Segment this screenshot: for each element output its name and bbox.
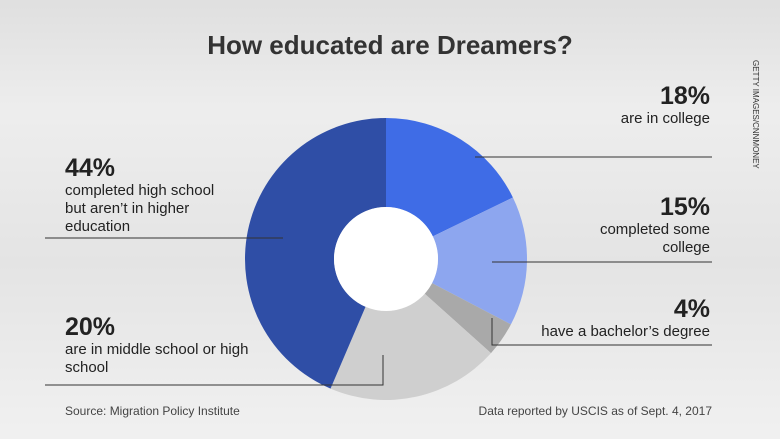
slice-label: 44% completed high school but aren’t in h… <box>65 154 235 236</box>
note: Data reported by USCIS as of Sept. 4, 20… <box>478 404 712 418</box>
category-label: completed some college <box>599 221 710 256</box>
donut-slice <box>386 118 513 237</box>
slice-label: 15% completed some college <box>575 193 710 257</box>
donut <box>245 118 527 400</box>
value-label: 18% <box>659 82 710 110</box>
donut-slice <box>330 293 491 400</box>
leader-line <box>491 318 712 346</box>
slice-label: 18% are in college <box>510 82 710 128</box>
category-label: have a bachelor’s degree <box>541 323 710 340</box>
value-label: 20% <box>65 313 116 341</box>
credit: GETTY IMAGES/CNNMONEY <box>751 60 760 169</box>
donut-slice <box>245 118 386 389</box>
leader-lines <box>45 156 712 386</box>
value-label: 44% <box>65 154 116 182</box>
category-label: completed high school but aren’t in high… <box>65 182 215 235</box>
source: Source: Migration Policy Institute <box>65 404 240 418</box>
category-label: are in college <box>620 110 710 127</box>
slice-label: 20% are in middle school or high school <box>65 313 255 377</box>
category-label: are in middle school or high school <box>65 341 249 376</box>
donut-slice <box>432 197 527 325</box>
leader-line <box>45 355 384 386</box>
value-label: 15% <box>659 193 710 221</box>
donut-hole <box>334 207 438 311</box>
chart-title: How educated are Dreamers? <box>207 30 573 60</box>
value-label: 4% <box>673 295 710 323</box>
donut-slice <box>424 283 511 354</box>
slice-label: 4% have a bachelor’s degree <box>490 295 710 341</box>
